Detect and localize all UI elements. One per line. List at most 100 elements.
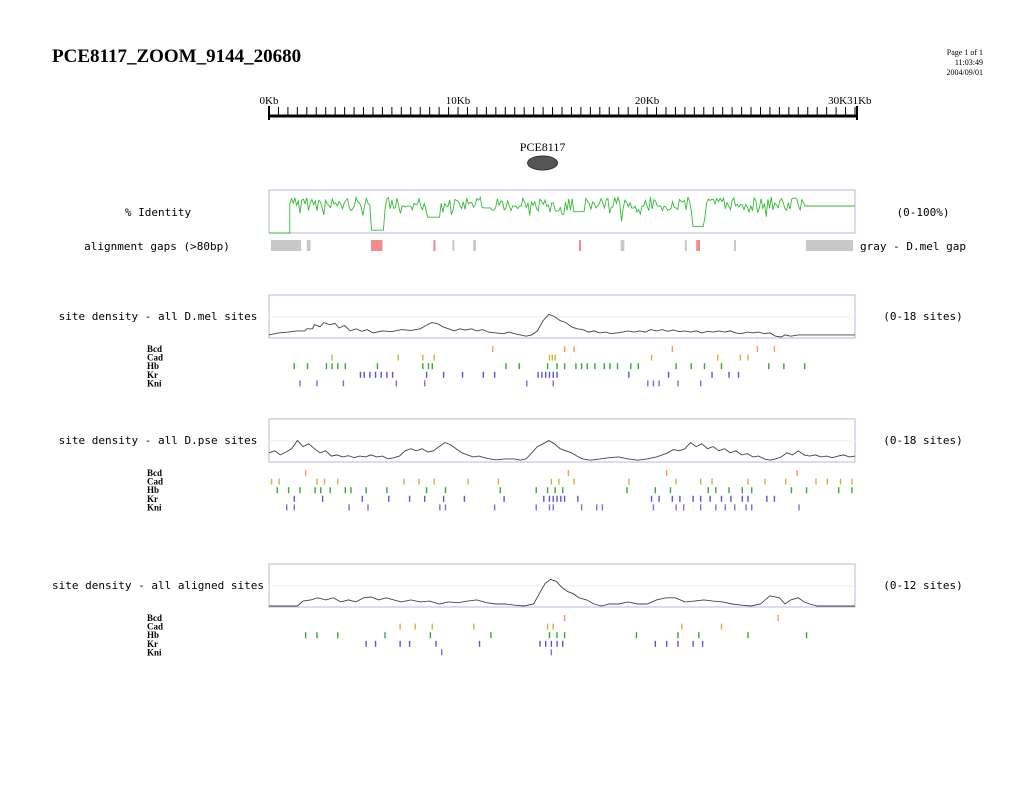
site-mark-cad [747, 478, 749, 485]
site-mark-cad [316, 478, 318, 485]
site-mark-kr [435, 640, 437, 647]
site-mark-cad [717, 354, 719, 361]
site-mark-kr [701, 640, 704, 647]
site-mark-hb [654, 487, 657, 494]
site-mark-cad [497, 478, 500, 485]
page-number: Page 1 of 1 [946, 48, 983, 57]
factor-label-hb: Hb [147, 361, 159, 371]
site-mark-cad [337, 478, 339, 485]
site-mark-kni [550, 649, 553, 656]
site-mark-hb [384, 632, 386, 639]
site-mark-kni [596, 504, 598, 511]
site-mark-cad [785, 478, 787, 485]
site-mark-cad [548, 354, 551, 361]
site-mark-kr [711, 371, 713, 378]
gap-bar-red [579, 240, 582, 251]
identity-track: % Identity (0-100%) [125, 189, 949, 234]
site-mark-hb [741, 487, 743, 494]
gap-bar-red [371, 240, 383, 251]
site-mark-hb [609, 363, 611, 370]
site-mark-hb [751, 487, 753, 494]
site-mark-kr [363, 371, 365, 378]
feature-marker[interactable]: PCE8117 [520, 140, 566, 171]
site-mark-kr [556, 371, 558, 378]
site-mark-kr [560, 495, 562, 502]
factor-label-cad: Cad [147, 353, 163, 363]
site-mark-cad [546, 623, 549, 630]
site-mark-kr [552, 371, 554, 378]
page-meta: Page 1 of 1 11:03:49 2004/09/01 [947, 48, 983, 78]
factor-label-cad: Cad [147, 477, 163, 487]
site-mark-kr [544, 371, 547, 378]
site-mark-hb [803, 363, 806, 370]
site-mark-cad [815, 478, 817, 485]
site-mark-kr [728, 371, 730, 378]
factor-label-cad: Cad [147, 622, 163, 632]
identity-line [269, 195, 855, 234]
site-mark-kr [747, 495, 749, 502]
site-mark-kni [552, 504, 554, 511]
site-mark-hb [707, 487, 709, 494]
site-mark-kr [442, 371, 445, 378]
site-mark-hb [698, 632, 700, 639]
site-mark-kr [482, 371, 485, 378]
site-mark-kni [699, 380, 702, 387]
site-mark-hb [669, 487, 672, 494]
gap-bar-red [433, 240, 436, 251]
site-mark-cad [720, 623, 723, 630]
feature-label: PCE8117 [520, 140, 566, 154]
site-mark-hb [616, 363, 619, 370]
site-mark-hb [344, 487, 347, 494]
site-mark-hb [337, 363, 339, 370]
print-time: 11:03:49 [954, 58, 983, 67]
feature-ellipse[interactable] [527, 155, 559, 171]
site-mark-hb [690, 363, 692, 370]
site-mark-kr [463, 495, 466, 502]
site-mark-cad [681, 623, 683, 630]
site-mark-kni [580, 504, 583, 511]
site-mark-kr [692, 495, 694, 502]
site-mark-hb [376, 363, 379, 370]
site-mark-hb [331, 363, 333, 370]
site-mark-kni [652, 380, 655, 387]
site-mark-kr [359, 371, 362, 378]
kb-ruler: 0Kb 10Kb 20Kb 30K 31Kb [260, 95, 872, 120]
site-mark-cad [467, 478, 469, 485]
site-mark-hb [556, 632, 558, 639]
site-mark-hb [427, 363, 430, 370]
site-mark-hb [790, 487, 793, 494]
site-mark-kr [493, 371, 496, 378]
site-mark-hb [851, 487, 853, 494]
site-mark-kni [526, 380, 528, 387]
site-mark-kr [321, 495, 324, 502]
density-line [269, 578, 855, 607]
site-mark-kni [682, 504, 685, 511]
site-mark-hb [594, 363, 596, 370]
site-mark-kni [677, 380, 679, 387]
site-mark-bcd [573, 346, 575, 352]
site-mark-kni [658, 380, 660, 387]
site-mark-kni [367, 504, 369, 511]
factor-label-hb: Hb [147, 485, 159, 495]
site-mark-cad [650, 354, 653, 361]
site-mark-kni [293, 504, 295, 511]
site-mark-hb [344, 363, 347, 370]
site-mark-kni [699, 504, 702, 511]
site-mark-cad [433, 354, 435, 361]
site-mark-hb [580, 363, 583, 370]
site-mark-hb [535, 487, 537, 494]
site-mark-hb [637, 363, 640, 370]
site-mark-kr [541, 371, 543, 378]
site-mark-cad [399, 623, 401, 630]
site-mark-cad [851, 478, 853, 485]
site-mark-kni [798, 504, 800, 511]
density-panel-dpse: site density - all D.pse sites (0-18 site… [59, 418, 963, 512]
site-mark-cad [433, 478, 435, 485]
site-mark-hb [703, 363, 706, 370]
site-mark-hb [586, 363, 588, 370]
site-mark-kr [478, 640, 481, 647]
site-mark-cad [431, 623, 433, 630]
gap-bar-gray [805, 240, 854, 251]
site-mark-hb [635, 632, 638, 639]
site-mark-kr [628, 371, 630, 378]
